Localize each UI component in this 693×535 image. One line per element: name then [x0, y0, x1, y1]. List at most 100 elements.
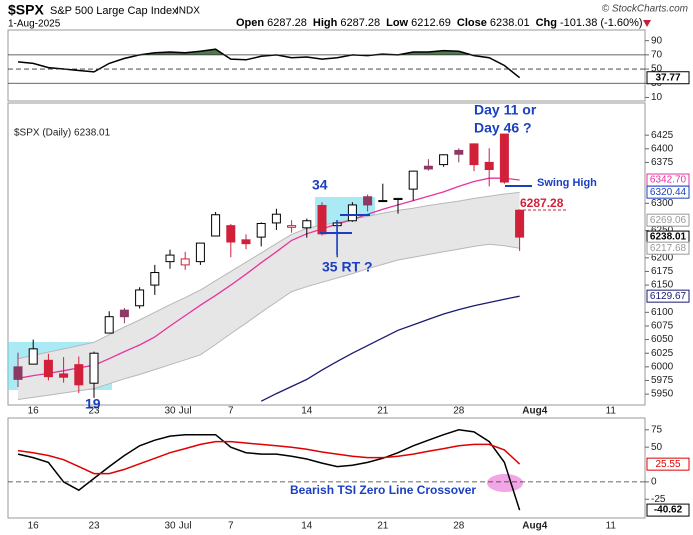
x-tick-label: Aug4 [522, 406, 547, 417]
x-tick-label: 11 [606, 406, 617, 417]
candle-body [408, 170, 418, 190]
candle-body [423, 165, 433, 170]
y-tick-label: 10 [651, 92, 663, 103]
quote-value: 6212.69 [411, 17, 451, 29]
annotation: 19 [85, 396, 101, 412]
candle-body [13, 366, 23, 380]
rsi-plot [17, 48, 521, 79]
moving-average [17, 177, 520, 379]
candle-body [393, 197, 403, 200]
index-name: S&P 500 Large Cap Index [50, 5, 178, 17]
x-tick-label: Jul [179, 521, 192, 532]
value-box [646, 503, 690, 517]
y-tick-label: 6075 [651, 321, 674, 332]
candle-body [302, 220, 312, 229]
y-tick-label: 6150 [651, 280, 674, 291]
candle-body [363, 196, 373, 206]
candle-body [287, 225, 297, 228]
candle-body [180, 258, 190, 266]
x-tick-label: 30 [164, 406, 176, 417]
y-tick-label: 6300 [651, 198, 674, 209]
y-tick-label: 6100 [651, 307, 674, 318]
annotation: Day 11 or [474, 102, 537, 118]
indicator-line [17, 429, 521, 511]
candle-body [104, 316, 114, 334]
moving-average [260, 295, 520, 402]
candle-body [439, 154, 449, 166]
value-label: 6129.67 [650, 291, 687, 302]
candle-body [454, 149, 464, 155]
quote-label: Open [236, 17, 264, 29]
y-tick-label: 50 [651, 442, 663, 453]
y-tick-label: 6200 [651, 252, 674, 263]
y-tick-label: 5975 [651, 375, 674, 386]
tsi-plot [17, 429, 523, 511]
candle-body [165, 254, 175, 263]
rsi-panel [7, 29, 646, 102]
y-tick-label: 5950 [651, 389, 674, 400]
price-panel [7, 102, 646, 406]
annotation: Bearish TSI Zero Line Crossover [290, 483, 476, 497]
value-label: 6238.01 [650, 232, 687, 243]
crossover-marker [487, 474, 523, 492]
credit: © StockCharts.com [602, 4, 688, 15]
value-label: 6342.70 [650, 175, 687, 186]
x-tick-label: Aug4 [522, 521, 547, 532]
x-tick-label: 23 [88, 521, 100, 532]
y-tick-label: 6400 [651, 143, 674, 154]
symbol: $SPX [8, 2, 44, 18]
candle-body [256, 222, 266, 238]
candle-body [89, 352, 99, 384]
value-box [646, 71, 690, 85]
candle-body [211, 214, 221, 237]
candle-body [59, 373, 69, 378]
annotation: 35 RT ? [322, 259, 373, 275]
value-label: 6320.44 [650, 187, 687, 198]
candle-body [28, 348, 38, 365]
indicator-line [17, 440, 521, 475]
annotation: 34 [312, 177, 328, 193]
quote-value: 6287.28 [267, 17, 307, 29]
candle-body [43, 359, 53, 378]
quote-label: High [313, 17, 338, 29]
y-tick-label: 6175 [651, 266, 674, 277]
value-box [646, 457, 690, 471]
candle-body [119, 309, 129, 318]
y-tick-label: 6375 [651, 157, 674, 168]
y-tick-label: 50 [651, 64, 663, 75]
x-tick-label: 28 [453, 521, 465, 532]
down-arrow [643, 20, 651, 27]
band-lower [17, 243, 520, 400]
series-legend: $SPX (Daily) 6238.01 [14, 128, 111, 139]
x-tick-label: 16 [28, 521, 40, 532]
y-tick-label: 6025 [651, 348, 674, 359]
date: 1-Aug-2025 [8, 19, 61, 30]
x-tick-label: 21 [377, 521, 389, 532]
annotation: 6287.28 [520, 196, 564, 210]
x-tick-label: 23 [88, 406, 100, 417]
y-tick-label: 70 [651, 49, 663, 60]
exchange: INDX [176, 6, 200, 17]
candle-body [195, 242, 205, 263]
y-tick-label: 6050 [651, 334, 674, 345]
candle-body [484, 161, 494, 171]
value-box [646, 213, 690, 227]
y-tick-label: 0 [651, 477, 657, 488]
candle-body [469, 143, 479, 166]
value-label: 25.55 [655, 459, 680, 470]
value-box [646, 185, 690, 199]
y-tick-label: 75 [651, 424, 663, 435]
band-fill [18, 192, 520, 400]
y-tick-label: 6425 [651, 130, 674, 141]
candle-body [241, 239, 251, 245]
x-tick-label: 7 [228, 406, 234, 417]
x-tick-label: 16 [28, 406, 40, 417]
quote: Open 6287.28 High 6287.28 Low 6212.69 Close 623… [236, 17, 643, 29]
overlay: 907050301037.776425640063756300625062006… [8, 35, 690, 532]
x-tick-label: 28 [453, 406, 465, 417]
value-label: -40.62 [654, 505, 683, 516]
candle-body [74, 364, 84, 386]
candle-body [499, 133, 509, 183]
